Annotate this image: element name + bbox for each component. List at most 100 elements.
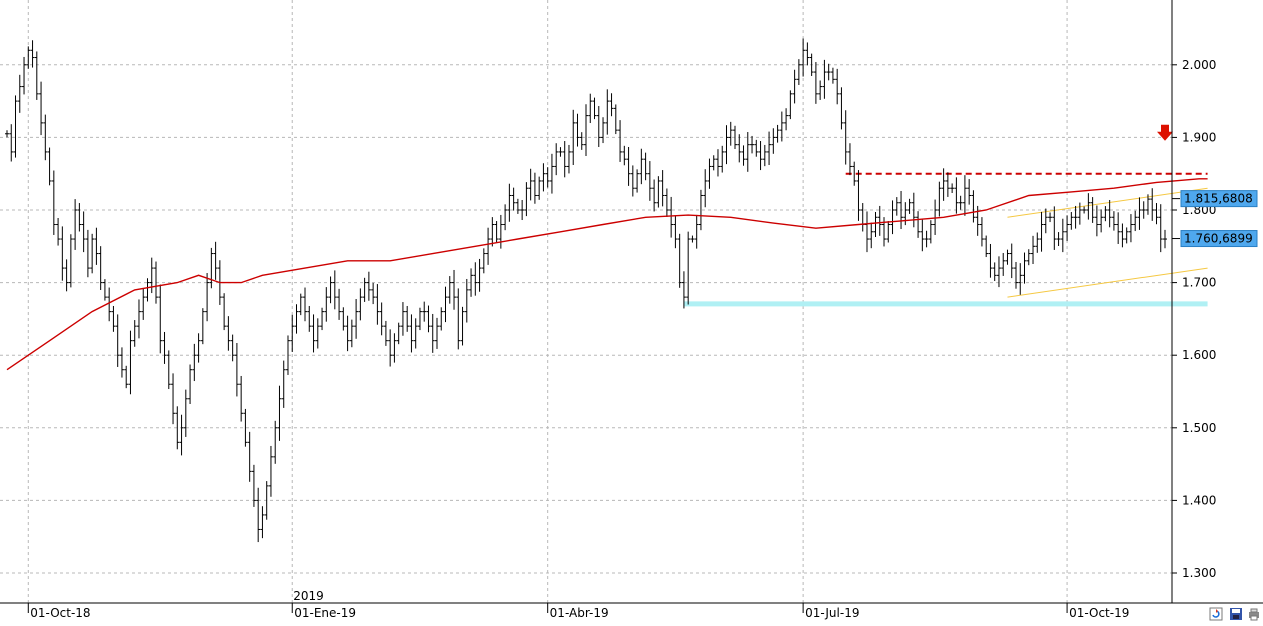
ohlc-bar (456, 288, 461, 350)
ohlc-bar (205, 273, 210, 322)
ohlc-bar (532, 172, 537, 204)
ohlc-bar (984, 235, 989, 258)
ohlc-bar (528, 168, 533, 201)
ohlc-bar (111, 305, 116, 332)
y-tick-label: 2.000 (1182, 58, 1216, 72)
ohlc-bar (890, 200, 895, 235)
ohlc-bar (754, 139, 759, 157)
ohlc-bar (192, 343, 197, 382)
ohlc-bar (745, 132, 750, 172)
ohlc-bar (337, 288, 342, 320)
ohlc-bar (166, 350, 171, 390)
ohlc-bar (1082, 206, 1087, 214)
ohlc-bar (1120, 223, 1125, 248)
ohlc-bar (1141, 201, 1146, 219)
ohlc-bar (762, 144, 767, 167)
ohlc-bar (647, 161, 652, 201)
ohlc-bar (622, 145, 627, 166)
ohlc-bar (124, 365, 129, 389)
ohlc-bar (298, 293, 303, 316)
ohlc-bar (933, 199, 938, 235)
ohlc-bar (422, 301, 427, 322)
print-icon[interactable] (1247, 607, 1261, 621)
ohlc-bar (996, 256, 1001, 288)
ohlc-bar (792, 69, 797, 104)
ohlc-bar (162, 331, 167, 364)
ohlc-bar (856, 170, 861, 221)
ohlc-bar (737, 134, 742, 163)
ohlc-bar (281, 360, 286, 408)
ohlc-bar (962, 175, 967, 216)
save-icon[interactable] (1229, 607, 1243, 621)
ohlc-bar (958, 195, 963, 210)
ohlc-bar (524, 182, 529, 217)
ohlc-bar (345, 315, 350, 352)
ohlc-bar (566, 144, 571, 174)
ohlc-bar (460, 306, 465, 346)
ohlc-bar (869, 222, 874, 249)
ohlc-bar (447, 276, 452, 304)
ohlc-bar (503, 204, 508, 231)
ohlc-bar (1065, 215, 1070, 241)
ohlc-bar (1107, 199, 1112, 228)
ohlc-bar (733, 125, 738, 150)
refresh-icon[interactable] (1209, 607, 1223, 621)
ohlc-bar (188, 364, 193, 404)
ohlc-bar (813, 62, 818, 104)
ohlc-bar (894, 197, 899, 216)
ohlc-bar (13, 95, 18, 158)
ohlc-bar (698, 189, 703, 231)
ohlc-bar (128, 330, 133, 395)
ohlc-bar (1026, 249, 1031, 266)
ohlc-bar (920, 219, 925, 252)
ohlc-bar (694, 214, 699, 249)
ohlc-bar (541, 163, 546, 192)
ohlc-bar (643, 152, 648, 181)
moving-average-line (6, 178, 1208, 371)
ohlc-bar (443, 286, 448, 323)
price-label-text: 1.815,6808 (1184, 192, 1253, 206)
ohlc-bar (677, 233, 682, 288)
ohlc-bar (251, 464, 256, 507)
ohlc-bar (268, 445, 273, 497)
ohlc-bar (809, 53, 814, 76)
ohlc-bar (171, 373, 176, 425)
ohlc-bar (1145, 194, 1150, 215)
ohlc-bar (1039, 211, 1044, 252)
ohlc-bar (473, 262, 478, 296)
ohlc-bar (22, 56, 27, 95)
ohlc-bar (886, 221, 891, 243)
ohlc-bar (545, 167, 550, 188)
ohlc-bar (830, 67, 835, 84)
ohlc-bar (481, 248, 486, 274)
ohlc-bar (767, 131, 772, 165)
ohlc-bar (771, 128, 776, 154)
price-label: 1.760,6899 (1180, 230, 1258, 248)
ohlc-bar (950, 183, 955, 194)
ohlc-bar (1035, 232, 1040, 253)
ohlc-bar (60, 226, 65, 281)
ohlc-bar (1150, 188, 1155, 221)
ohlc-bar (852, 161, 857, 186)
ohlc-bar (571, 109, 576, 165)
ohlc-bar (102, 279, 107, 301)
y-tick-label: 1.400 (1182, 493, 1216, 507)
ohlc-bar (1116, 212, 1121, 244)
ohlc-bar (145, 278, 150, 302)
ohlc-bar (47, 147, 52, 186)
ohlc-bar (115, 314, 120, 367)
ohlc-bar (277, 385, 282, 441)
ohlc-bar (264, 481, 269, 520)
ohlc-bar (660, 170, 665, 207)
ohlc-bar (520, 199, 525, 221)
price-label: 1.815,6808 (1180, 190, 1258, 208)
y-tick-label: 1.300 (1182, 566, 1216, 580)
y-tick-label: 1.900 (1182, 130, 1216, 144)
ohlc-bar (179, 414, 184, 456)
ohlc-bar (1001, 252, 1006, 276)
ohlc-bar (430, 313, 435, 353)
ohlc-bar (64, 259, 69, 292)
ohlc-bar (1077, 202, 1082, 225)
ohlc-bar (175, 406, 180, 450)
